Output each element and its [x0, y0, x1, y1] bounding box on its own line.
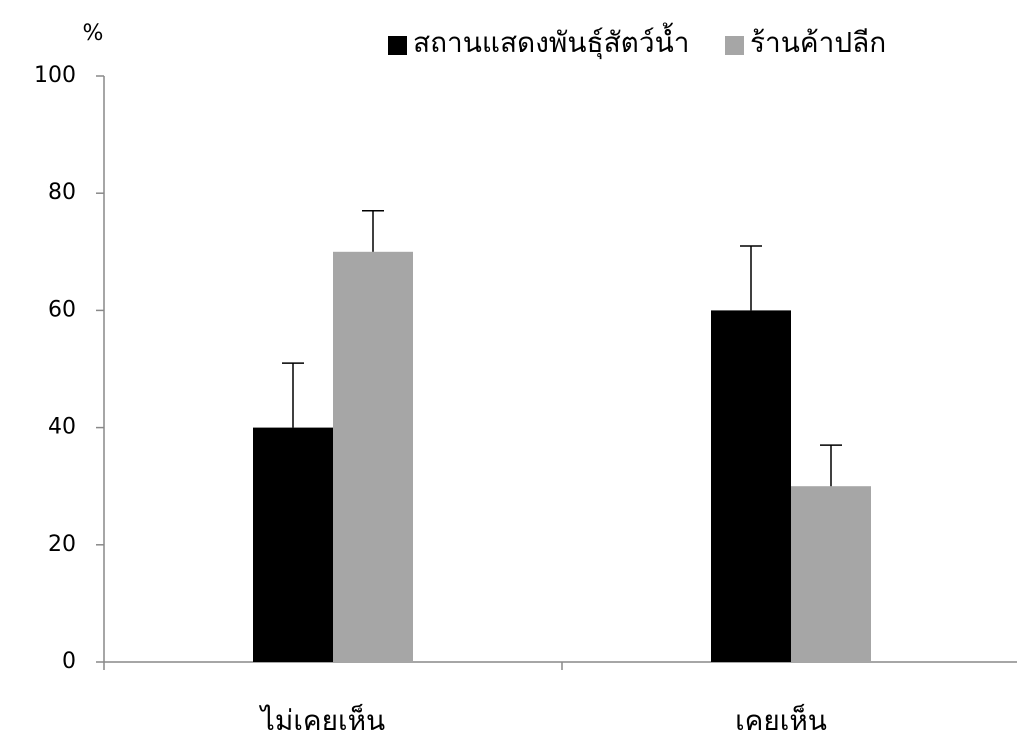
y-tick-label: 0: [62, 649, 76, 674]
legend-label: ร้านค้าปลีก: [750, 26, 886, 59]
y-tick-label: 100: [34, 63, 76, 88]
y-tick-label: 60: [48, 297, 76, 322]
legend-swatch: [725, 36, 744, 55]
bar: [791, 486, 871, 662]
error-bar: [740, 245, 762, 311]
error-bar: [282, 362, 304, 428]
bar: [333, 251, 413, 663]
y-axis-label: %: [83, 21, 104, 46]
error-bar: [820, 444, 842, 487]
x-tick-label: ไม่เคยเห็น: [259, 703, 385, 737]
bar: [253, 427, 333, 662]
x-tick-label: เคยเห็น: [735, 703, 827, 737]
y-tick-label: 40: [48, 415, 76, 440]
y-tick-label: 80: [48, 180, 76, 205]
legend-swatch: [388, 36, 407, 55]
bar: [711, 310, 791, 662]
error-bar: [362, 210, 384, 252]
legend-label: สถานแสดงพันธุ์สัตว์น้ำ: [413, 22, 689, 60]
y-tick-label: 20: [48, 532, 76, 557]
